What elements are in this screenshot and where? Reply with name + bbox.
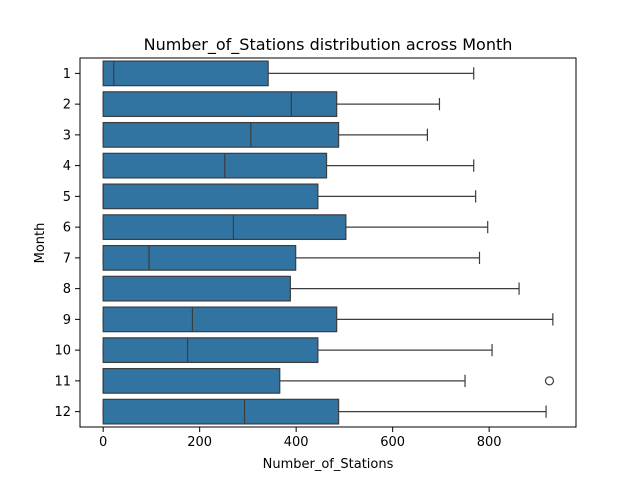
- box-month-1: [102, 60, 475, 87]
- y-tick-label: 7: [63, 251, 71, 266]
- y-tick-label: 1: [63, 67, 71, 82]
- box-month-8: [102, 275, 520, 302]
- x-axis-label: Number_of_Stations: [263, 457, 394, 472]
- iqr-box: [102, 214, 347, 241]
- iqr-box: [102, 337, 319, 364]
- chart-title: Number_of_Stations distribution across M…: [144, 35, 513, 55]
- box-month-7: [102, 244, 481, 271]
- iqr-box: [102, 398, 340, 425]
- x-tick-label: 600: [380, 435, 405, 450]
- x-tick-label: 200: [187, 435, 212, 450]
- x-tick-label: 800: [477, 435, 502, 450]
- iqr-box: [102, 91, 338, 118]
- box-month-12: [102, 398, 547, 425]
- iqr-box: [102, 121, 340, 148]
- box-month-2: [102, 91, 441, 118]
- box-month-9: [102, 306, 554, 333]
- y-tick-label: 2: [63, 98, 71, 113]
- y-tick-label: 3: [63, 128, 71, 143]
- iqr-box: [102, 306, 338, 333]
- box-month-11: [102, 367, 555, 394]
- box-month-3: [102, 121, 428, 148]
- y-axis-label: Month: [33, 223, 48, 264]
- plot-frame: [79, 57, 577, 428]
- box-month-10: [102, 337, 493, 364]
- boxes-layer: [102, 60, 555, 425]
- y-tick-label: 4: [63, 159, 71, 174]
- iqr-box: [102, 183, 319, 210]
- y-tick-label: 11: [54, 374, 71, 389]
- box-month-5: [102, 183, 477, 210]
- box-month-6: [102, 214, 489, 241]
- x-tick-label: 0: [99, 435, 107, 450]
- iqr-box: [102, 244, 297, 271]
- box-month-4: [102, 152, 475, 179]
- iqr-box: [102, 275, 291, 302]
- y-tick-label: 6: [63, 221, 71, 236]
- iqr-box: [102, 152, 328, 179]
- outlier-point: [544, 376, 555, 386]
- iqr-box: [102, 367, 281, 394]
- x-tick-label: 400: [284, 435, 309, 450]
- x-axis: 0 200 400 600 800: [99, 427, 502, 450]
- y-tick-label: 9: [63, 313, 71, 328]
- y-tick-label: 12: [54, 405, 71, 420]
- iqr-box: [102, 60, 269, 87]
- y-tick-label: 10: [54, 344, 71, 359]
- y-tick-label: 5: [63, 190, 71, 205]
- y-tick-label: 8: [63, 282, 71, 297]
